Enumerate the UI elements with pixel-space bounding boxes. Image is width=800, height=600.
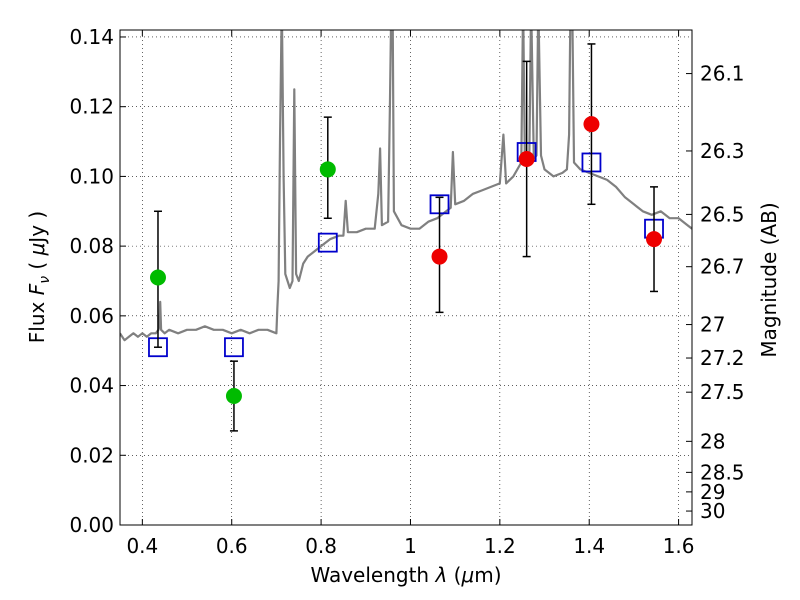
y-tick-label: 0.02 xyxy=(69,443,114,467)
observed-point xyxy=(646,231,663,248)
y2-tick-label: 29 xyxy=(700,480,725,504)
y-tick-label: 0.06 xyxy=(69,304,114,328)
y2-tick-label: 26.5 xyxy=(700,202,745,226)
y2-tick-label: 27 xyxy=(700,313,725,337)
x-tick-label: 0.8 xyxy=(305,534,337,558)
plot-area xyxy=(120,30,692,432)
y-tick-label: 0.12 xyxy=(69,95,114,119)
y2-tick-label: 30 xyxy=(700,499,725,523)
x-tick-label: 1 xyxy=(404,534,417,558)
grid xyxy=(120,30,692,526)
x-axis-title: Wavelength λ (μm) xyxy=(310,563,501,587)
observed-point xyxy=(225,388,242,405)
y-tick-label: 0.10 xyxy=(69,164,114,188)
observed-point xyxy=(319,161,336,178)
y-tick-label: 0.04 xyxy=(69,374,114,398)
x-tick-label: 0.6 xyxy=(216,534,248,558)
y-tick-label: 0.08 xyxy=(69,234,114,258)
y2-tick-label: 27.5 xyxy=(700,380,745,404)
y-axis-title: Flux Fν ( μJy ) xyxy=(25,211,53,343)
y2-tick-label: 28 xyxy=(700,429,725,453)
y2-tick-label: 28.5 xyxy=(700,460,745,484)
y-tick-label: 0.00 xyxy=(69,513,114,537)
model-square-marker xyxy=(317,232,338,253)
x-tick-label: 1.2 xyxy=(484,534,516,558)
plot-frame xyxy=(119,29,693,526)
y2-tick-label: 27.2 xyxy=(700,346,745,370)
observed-point xyxy=(149,269,166,286)
observed-point xyxy=(583,116,600,133)
y-tick-label: 0.14 xyxy=(69,25,114,49)
y2-tick-label: 26.7 xyxy=(700,255,745,279)
axes: 0.4 0.6 0.8 1 1.2 1.4 1.6 0.00 0.02 0.04 0.06 0.08 0… xyxy=(69,25,744,558)
y2-axis-title: Magnitude (AB) xyxy=(757,202,781,357)
x-tick-label: 0.4 xyxy=(126,534,158,558)
observed-point xyxy=(518,150,535,167)
model-square-marker xyxy=(224,337,244,358)
observed-point xyxy=(431,248,448,265)
y2-tick-label: 26.3 xyxy=(700,139,745,163)
spectrum-line xyxy=(120,30,692,342)
y2-tick-label: 26.1 xyxy=(700,62,745,86)
svg-text:Flux Fν ( μJy ): Flux Fν ( μJy ) xyxy=(25,211,53,343)
x-tick-label: 1.6 xyxy=(663,534,695,558)
x-tick-label: 1.4 xyxy=(573,534,605,558)
